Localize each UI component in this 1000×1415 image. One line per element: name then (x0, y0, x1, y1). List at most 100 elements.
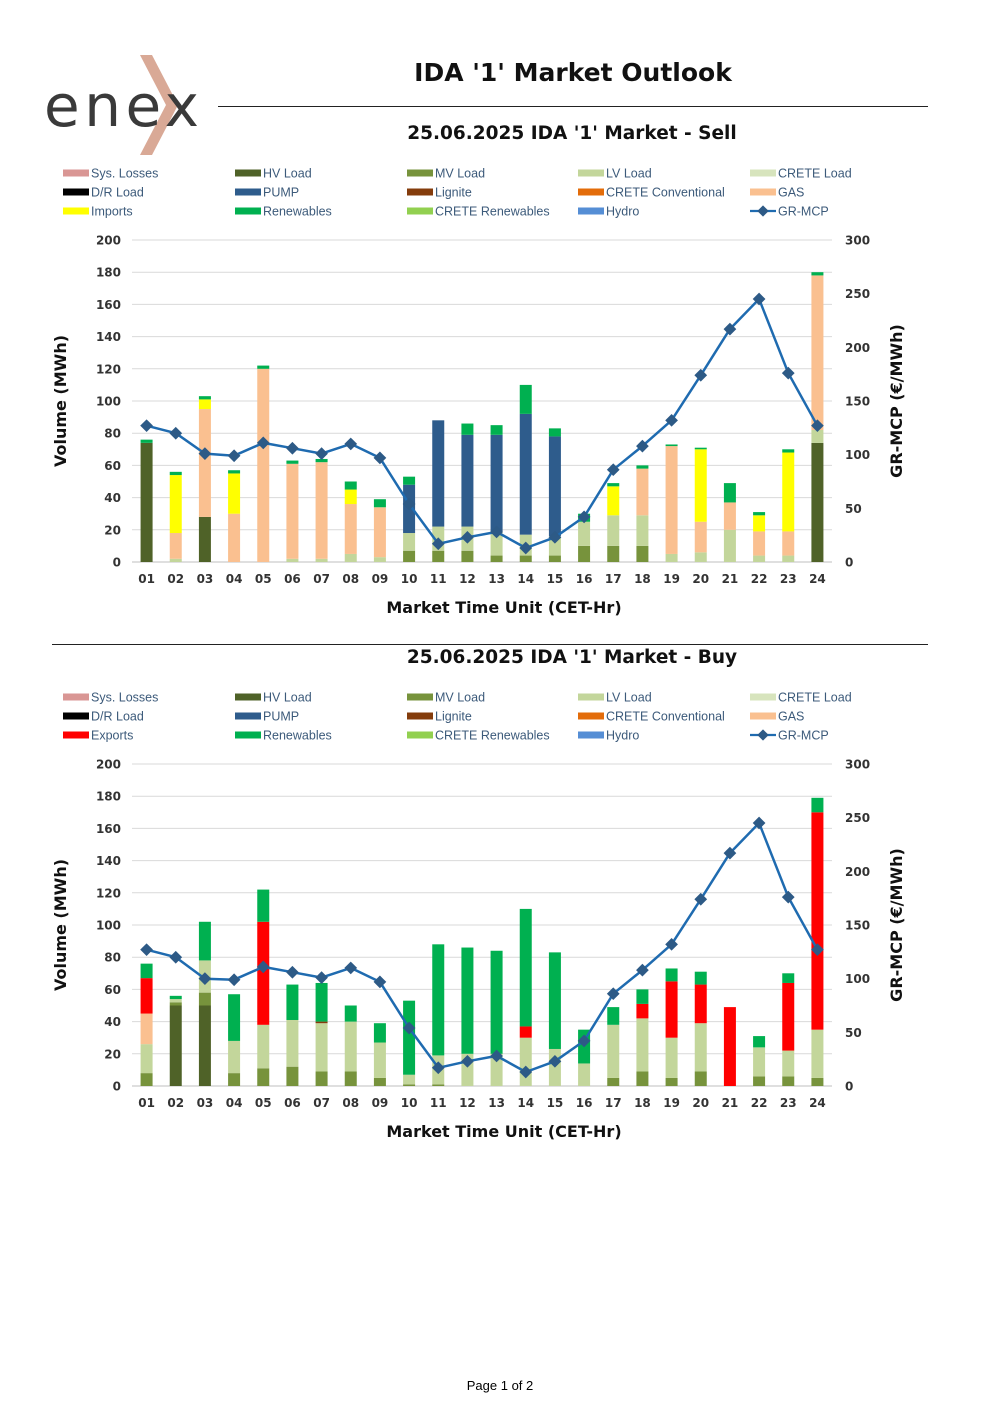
legend-item-renewables: Renewables (235, 729, 332, 743)
bar-mv-load-17 (607, 1077, 620, 1086)
bar-imports-03 (198, 399, 211, 410)
legend-swatch-lignite (407, 712, 433, 720)
legend-swatch-crete-conventional (578, 712, 604, 720)
gr-mcp-point-01 (140, 419, 153, 433)
bar-gas-09 (373, 507, 386, 558)
legend-label-hydro: Hydro (606, 205, 639, 219)
gr-mcp-point-08 (344, 437, 358, 451)
bar-gas-08 (344, 504, 357, 554)
y2-tick-label: 150 (845, 395, 870, 409)
chart-title: 25.06.2025 IDA '1' Market - Buy (407, 647, 737, 668)
x-tick-label: 24 (809, 572, 826, 586)
legend-item-pump: PUMP (235, 710, 299, 724)
bar-renewables-01 (140, 963, 153, 979)
bar-gas-19 (665, 446, 678, 554)
legend-label-lignite: Lignite (435, 710, 472, 724)
sell-chart: 25.06.2025 IDA '1' Market - Sell Sys. Los… (0, 112, 1000, 617)
x-tick-label: 09 (372, 572, 389, 586)
legend-label-gr-mcp: GR-MCP (778, 205, 829, 219)
bar-lv-load-09 (373, 1042, 386, 1078)
gr-mcp-point-06 (286, 441, 299, 455)
bar-mv-load-19 (665, 1077, 678, 1086)
bar-gas-21 (723, 502, 736, 530)
bar-renewables-15 (548, 952, 561, 1049)
legend-item-crete-load: CRETE Load (750, 167, 852, 181)
bar-mv-load-05 (257, 1068, 270, 1086)
gr-mcp-point-09 (373, 975, 387, 989)
legend-label-crete-conventional: CRETE Conventional (606, 186, 725, 200)
x-tick-label: 21 (722, 1096, 739, 1110)
x-tick-label: 23 (780, 1096, 797, 1110)
gr-mcp-point-03 (198, 972, 212, 986)
legend-label-sys-losses: Sys. Losses (91, 691, 158, 705)
x-tick-label: 14 (517, 572, 534, 586)
legend-label-hv-load: HV Load (263, 691, 312, 705)
bar-renewables-09 (373, 1023, 386, 1043)
y-tick-label: 100 (96, 395, 121, 409)
bar-renewables-02 (169, 471, 182, 476)
y-axis-title: Volume (MWh) (51, 859, 70, 991)
bar-lv-load-19 (665, 553, 678, 562)
y-tick-label: 160 (96, 298, 121, 312)
legend-item-exports: Exports (63, 729, 133, 743)
gr-mcp-point-03 (198, 447, 212, 460)
bar-exports-20 (694, 984, 707, 1024)
legend-swatch-lv-load (578, 693, 604, 701)
bar-mv-load-09 (373, 1077, 386, 1086)
y-tick-label: 20 (104, 523, 121, 537)
bar-gas-24 (811, 275, 824, 430)
bar-renewables-23 (782, 449, 795, 453)
gr-mcp-point-04 (227, 449, 241, 463)
bar-renewables-01 (140, 439, 153, 443)
bar-lv-load-08 (344, 1021, 357, 1072)
bar-pump-14 (519, 413, 532, 535)
title-divider (218, 106, 928, 107)
bar-lv-load-16 (578, 1063, 591, 1086)
y2-tick-label: 250 (845, 811, 870, 825)
x-tick-label: 06 (284, 1096, 301, 1110)
x-tick-label: 13 (488, 572, 505, 586)
legend-item-crete-renewables: CRETE Renewables (407, 729, 550, 743)
x-tick-label: 14 (517, 1096, 534, 1110)
bar-renewables-18 (636, 989, 649, 1004)
bar-renewables-03 (198, 396, 211, 400)
y2-axis-title: GR-MCP (€/MWh) (887, 324, 906, 478)
legend-swatch-renewables (235, 207, 261, 215)
legend-swatch-crete-conventional (578, 188, 604, 196)
bar-renewables-22 (753, 1036, 766, 1048)
legend-swatch-crete-renewables (407, 731, 433, 739)
bar-gas-18 (636, 468, 649, 516)
x-tick-label: 23 (780, 572, 797, 586)
bar-lv-load-06 (286, 558, 299, 562)
x-tick-label: 16 (576, 1096, 593, 1110)
legend-label-exports: Exports (91, 729, 133, 743)
bar-gas-22 (753, 531, 766, 556)
bar-lv-load-02 (169, 558, 182, 562)
x-tick-label: 15 (547, 1096, 564, 1110)
legend-item-crete-renewables: CRETE Renewables (407, 205, 550, 219)
bar-renewables-17 (607, 1007, 620, 1025)
legend-item-sys-losses: Sys. Losses (63, 691, 158, 705)
bar-lv-load-14 (519, 1037, 532, 1086)
legend-label-crete-conventional: CRETE Conventional (606, 710, 725, 724)
y-tick-label: 180 (96, 266, 121, 280)
legend-item-lv-load: LV Load (578, 167, 652, 181)
bar-pump-12 (461, 434, 474, 527)
legend-swatch-mv-load (407, 693, 433, 701)
legend-item-hv-load: HV Load (235, 691, 312, 705)
bar-imports-08 (344, 489, 357, 505)
x-tick-label: 09 (372, 1096, 389, 1110)
bar-gas-23 (782, 531, 795, 556)
legend-label-mv-load: MV Load (435, 691, 485, 705)
bar-renewables-24 (811, 797, 824, 813)
bar-renewables-08 (344, 1005, 357, 1022)
chart-title: 25.06.2025 IDA '1' Market - Sell (407, 123, 736, 144)
bar-renewables-11 (432, 944, 445, 1056)
bar-lv-load-06 (286, 1019, 299, 1067)
bar-mv-load-17 (607, 545, 620, 562)
legend-item-pump: PUMP (235, 186, 299, 200)
legend-item-gr-mcp: GR-MCP (750, 729, 829, 743)
gr-mcp-point-12 (461, 530, 474, 544)
y-tick-label: 40 (104, 1015, 121, 1029)
legend-label-crete-load: CRETE Load (778, 167, 852, 181)
